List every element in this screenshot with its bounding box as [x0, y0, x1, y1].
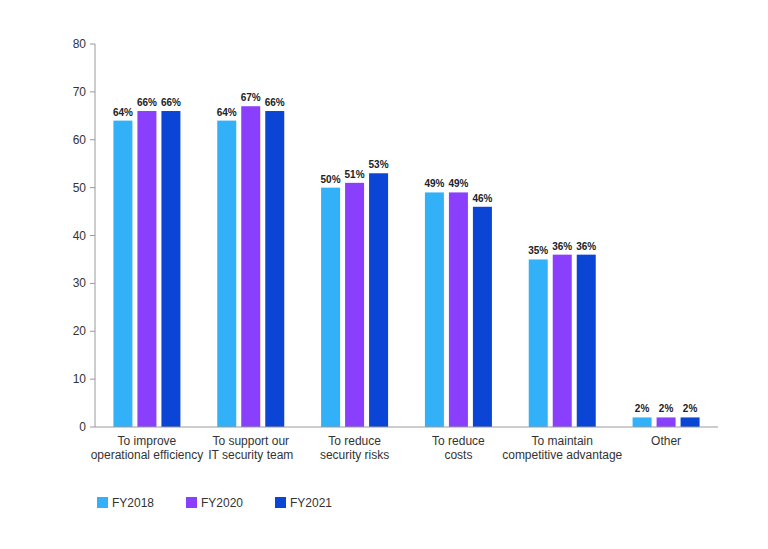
bar	[113, 121, 132, 427]
x-tick-label: To support ourIT security team	[208, 434, 293, 462]
data-label: 2%	[683, 403, 698, 414]
bar	[657, 417, 676, 427]
data-label: 36%	[552, 241, 572, 252]
bar	[553, 255, 572, 427]
bar	[217, 121, 236, 427]
x-tick-label-line: IT security team	[208, 448, 293, 462]
y-tick-label: 40	[73, 229, 87, 243]
x-tick-label: To improveoperational efficiency	[91, 434, 204, 462]
data-label: 64%	[113, 107, 133, 118]
data-label: 51%	[345, 169, 365, 180]
bars	[113, 106, 699, 427]
x-tick-label-line: competitive advantage	[502, 448, 622, 462]
data-label: 64%	[217, 107, 237, 118]
y-tick	[90, 91, 95, 92]
y-tick	[90, 139, 95, 140]
bar	[425, 192, 444, 427]
y-tick	[90, 379, 95, 380]
y-tick	[90, 187, 95, 188]
x-tick-label: To reducecosts	[432, 434, 485, 462]
y-tick	[90, 283, 95, 284]
y-tick-label: 70	[73, 85, 87, 99]
data-label: 2%	[659, 403, 674, 414]
x-tick-label: Other	[651, 434, 681, 448]
x-tick-label-line: Other	[651, 434, 681, 448]
x-tick-label-line: To reduce	[432, 434, 485, 448]
x-tick-label-line: security risks	[320, 448, 389, 462]
bar	[681, 417, 700, 427]
y-tick	[90, 331, 95, 332]
bar	[241, 106, 260, 427]
data-label: 46%	[472, 193, 492, 204]
legend-swatch	[186, 497, 197, 508]
x-tick-label-line: To maintain	[532, 434, 593, 448]
bar	[369, 173, 388, 427]
y-tick-label: 30	[73, 276, 87, 290]
bar	[265, 111, 284, 427]
data-label: 66%	[137, 97, 157, 108]
y-tick-label: 80	[73, 37, 87, 51]
bar	[577, 255, 596, 427]
data-label: 67%	[241, 92, 261, 103]
legend-label: FY2018	[112, 496, 154, 510]
y-tick	[90, 235, 95, 236]
bar	[345, 183, 364, 427]
data-label: 53%	[369, 159, 389, 170]
bar	[161, 111, 180, 427]
bar	[529, 259, 548, 427]
bar	[321, 188, 340, 427]
y-tick-label: 60	[73, 133, 87, 147]
y-tick-label: 20	[73, 324, 87, 338]
bar	[449, 192, 468, 427]
x-tick-label-line: To reduce	[328, 434, 381, 448]
x-tick-label-line: To improve	[118, 434, 177, 448]
x-tick-label-line: operational efficiency	[91, 448, 204, 462]
bar	[473, 207, 492, 427]
data-label: 49%	[448, 178, 468, 189]
legend-swatch	[97, 497, 108, 508]
chart: 0 10 20 30 40 50 60 70 80 64% 66% 66% 64% 67% 66% 50% 51…	[0, 0, 768, 549]
bar	[633, 417, 652, 427]
data-label: 66%	[265, 97, 285, 108]
data-label: 49%	[424, 178, 444, 189]
data-label: 66%	[161, 97, 181, 108]
data-label: 50%	[321, 174, 341, 185]
y-tick-label: 50	[73, 181, 87, 195]
legend-label: FY2021	[290, 496, 332, 510]
y-tick-label: 10	[73, 372, 87, 386]
legend-swatch	[275, 497, 286, 508]
x-tick-label-line: costs	[444, 448, 472, 462]
bar	[137, 111, 156, 427]
data-label: 36%	[576, 241, 596, 252]
x-tick-label: To reducesecurity risks	[320, 434, 389, 462]
data-label: 2%	[635, 403, 650, 414]
x-axis-line	[95, 427, 718, 428]
x-tick-label: To maintaincompetitive advantage	[502, 434, 622, 462]
data-label: 35%	[528, 245, 548, 256]
labels: 64% 66% 66% 64% 67% 66% 50% 51% 53% 49% 49% 46% 35% 3…	[113, 92, 698, 414]
y-tick	[90, 427, 95, 428]
y-tick-label: 0	[79, 420, 86, 434]
y-tick	[90, 44, 95, 45]
x-tick-label-line: To support our	[212, 434, 289, 448]
legend-label: FY2020	[201, 496, 243, 510]
